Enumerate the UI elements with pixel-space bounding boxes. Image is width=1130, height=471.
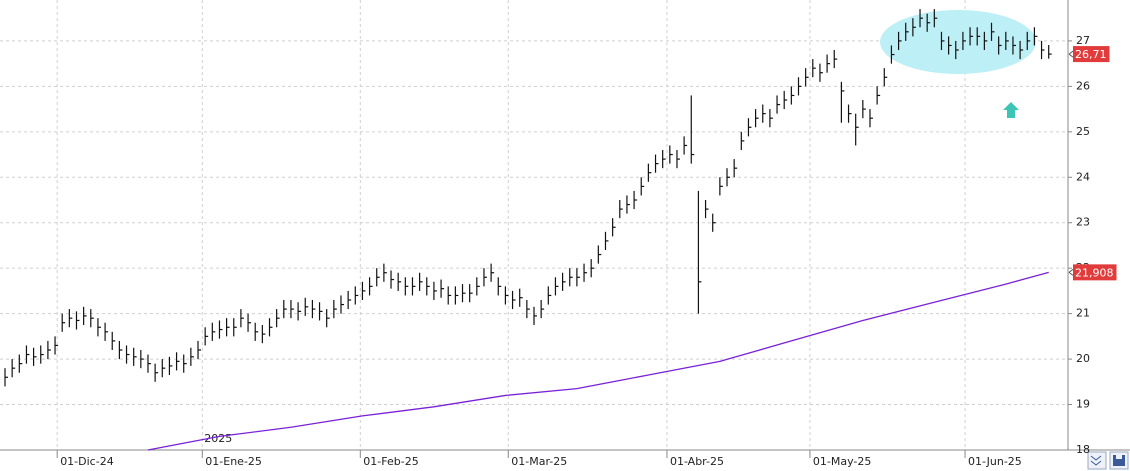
price-marker-label: 26,71	[1075, 48, 1107, 61]
price-marker-box	[1073, 46, 1110, 63]
save-icon	[1113, 455, 1125, 466]
moving-average	[147, 271, 1049, 451]
y-tick-label: 18	[1076, 443, 1090, 456]
toolbar	[1087, 451, 1129, 470]
save-icon-slot	[1116, 455, 1122, 459]
up-arrow	[1003, 102, 1019, 118]
y-tick-label: 21	[1076, 307, 1090, 320]
y-tick-label: 26	[1076, 79, 1090, 92]
y-tick-label: 23	[1076, 216, 1090, 229]
zoom-icon	[1090, 455, 1102, 466]
price-marker-box	[1073, 264, 1117, 281]
price-pointer	[1068, 268, 1074, 276]
y-tick-label: 25	[1076, 125, 1090, 138]
x-tick-label: 01-Jun-25	[968, 455, 1022, 468]
y-tick-label: 19	[1076, 398, 1090, 411]
zoom-button[interactable]	[1087, 451, 1107, 470]
x-tick-label: 01-Mar-25	[511, 455, 567, 468]
x-tick-label: 01-Dic-24	[60, 455, 114, 468]
x-tick-label: 01-May-25	[813, 455, 871, 468]
y-tick-label: 24	[1076, 170, 1090, 183]
x-tick-label: 01-Feb-25	[363, 455, 418, 468]
price-pointer	[1068, 50, 1074, 58]
x-tick-label: 01-Abr-25	[670, 455, 724, 468]
grid	[0, 0, 1068, 451]
highlight-ellipse	[880, 10, 1036, 74]
price-marker-label: 21,908	[1075, 266, 1114, 279]
x-tick-label: 01-Ene-25	[205, 455, 262, 468]
y-tick-label: 27	[1076, 34, 1090, 47]
y-tick-label: 20	[1076, 352, 1090, 365]
